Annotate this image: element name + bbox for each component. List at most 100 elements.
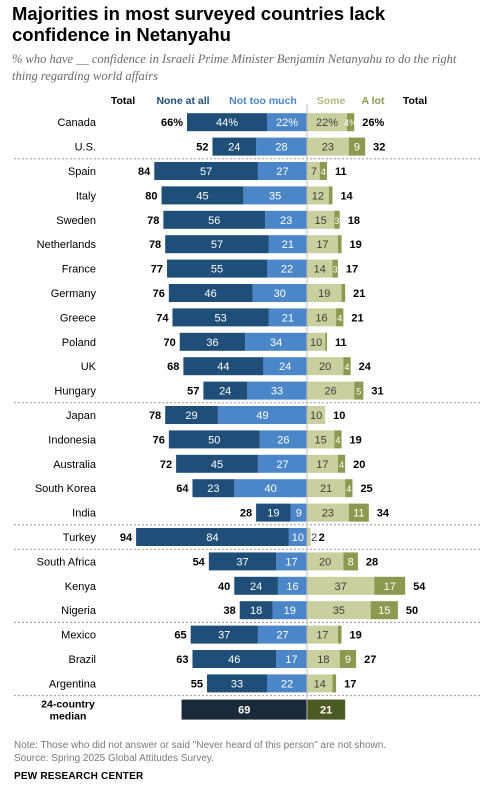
country-label: Germany [51, 288, 97, 300]
total-negative: 94 [120, 532, 133, 544]
value-a-lot: 4 [337, 313, 342, 323]
note-text: Note: Those who did not answer or said "… [14, 740, 387, 751]
bar-a-lot [336, 308, 344, 327]
total-positive: 32 [373, 142, 385, 154]
value-none-at-all: 45 [196, 190, 208, 202]
bar-not-too-much [272, 601, 307, 620]
total-positive: 19 [350, 239, 362, 251]
country-label: Mexico [61, 630, 96, 642]
bar-none-at-all [172, 308, 269, 327]
bar-some [307, 552, 344, 571]
bar-none-at-all [136, 528, 289, 546]
bar-some [307, 454, 338, 473]
value-some: 10 [310, 337, 322, 349]
bar-a-lot [370, 601, 398, 620]
bar-some [307, 137, 349, 156]
value-not-too-much: 33 [271, 386, 283, 398]
value-not-too-much: 27 [276, 630, 288, 642]
value-not-too-much: 9 [296, 508, 302, 520]
country-label: Australia [53, 459, 97, 471]
country-label: Canada [57, 117, 96, 129]
bar-none-at-all [234, 576, 278, 595]
bar-not-too-much [290, 503, 307, 522]
total-negative: 76 [153, 288, 165, 300]
total-negative: 63 [176, 654, 188, 666]
value-none-at-all: 23 [207, 483, 219, 495]
country-label: Japan [66, 410, 96, 422]
value-none-at-all: 24 [250, 581, 262, 593]
total-positive: 31 [371, 386, 383, 398]
value-none-at-all: 24 [219, 386, 231, 398]
bar-a-lot [337, 625, 342, 644]
bar-some [307, 674, 333, 693]
country-label: Greece [60, 312, 96, 324]
value-some: 10 [310, 410, 322, 422]
value-some: 37 [335, 581, 347, 593]
country-label: Argentina [49, 678, 97, 690]
bar-not-too-much [257, 162, 307, 180]
country-label: Turkey [63, 532, 97, 544]
value-some: 23 [322, 508, 334, 520]
bar-not-too-much [247, 381, 307, 400]
bar-none-at-all [207, 674, 268, 693]
bar-none-at-all [165, 406, 218, 424]
bar-a-lot [354, 381, 364, 400]
bar-a-lot [334, 430, 342, 449]
value-none-at-all: 37 [236, 556, 248, 568]
value-not-too-much: 16 [286, 581, 298, 593]
total-positive: 11 [335, 337, 347, 349]
bar-not-too-much [265, 210, 307, 229]
source-text: Source: Spring 2025 Global Attitudes Sur… [14, 753, 214, 764]
bar-some [307, 186, 329, 205]
value-a-lot: 15 [378, 605, 390, 617]
value-some: 16 [315, 312, 327, 324]
bar-a-lot [325, 332, 327, 351]
value-not-too-much: 30 [274, 288, 286, 300]
value-some: 22% [316, 117, 338, 129]
country-label: Kenya [65, 581, 97, 593]
value-not-too-much: 22 [281, 678, 293, 690]
bar-none-at-all [256, 503, 291, 522]
bar-median-negative [181, 699, 307, 720]
header-a-lot: A lot [362, 95, 385, 107]
value-a-lot: 17 [384, 581, 396, 593]
value-none-at-all: 56 [208, 215, 220, 227]
value-none-at-all: 50 [208, 434, 220, 446]
bar-some [307, 357, 344, 376]
value-not-too-much: 21 [282, 312, 294, 324]
footnote: Note: Those who did not answer or said "… [14, 739, 386, 765]
bar-a-lot [346, 113, 355, 132]
header-not-too-much: Not too much [229, 95, 297, 107]
bar-some [307, 113, 347, 132]
value-not-too-much: 35 [269, 190, 281, 202]
bar-none-at-all [208, 552, 277, 571]
bar-not-too-much [276, 552, 307, 571]
value-some: 26 [325, 386, 337, 398]
value-some: 14 [314, 264, 326, 276]
bar-a-lot [339, 650, 357, 668]
total-positive: 50 [406, 605, 418, 617]
total-positive: 21 [351, 312, 363, 324]
chart-subtitle: % who have __ confidence in Israeli Prim… [12, 52, 457, 83]
bar-none-at-all [163, 210, 266, 229]
bar-none-at-all [183, 357, 264, 376]
value-median-positive: 21 [320, 705, 332, 717]
total-negative: 40 [218, 581, 230, 593]
bar-some [307, 284, 342, 302]
value-none-at-all: 44% [216, 117, 238, 129]
value-a-lot: 9 [354, 142, 360, 154]
total-negative: 76 [153, 434, 165, 446]
total-positive: 27 [364, 654, 376, 666]
total-negative: 54 [193, 556, 206, 568]
country-label: U.S. [75, 142, 96, 154]
value-none-at-all: 57 [211, 239, 223, 251]
bar-none-at-all [154, 162, 258, 180]
total-negative: 78 [149, 239, 161, 251]
total-positive: 19 [350, 630, 362, 642]
bar-a-lot [343, 357, 351, 376]
value-none-at-all: 36 [206, 337, 218, 349]
bar-not-too-much [217, 406, 307, 424]
bar-none-at-all [165, 235, 269, 254]
value-a-lot: 5 [356, 387, 361, 397]
